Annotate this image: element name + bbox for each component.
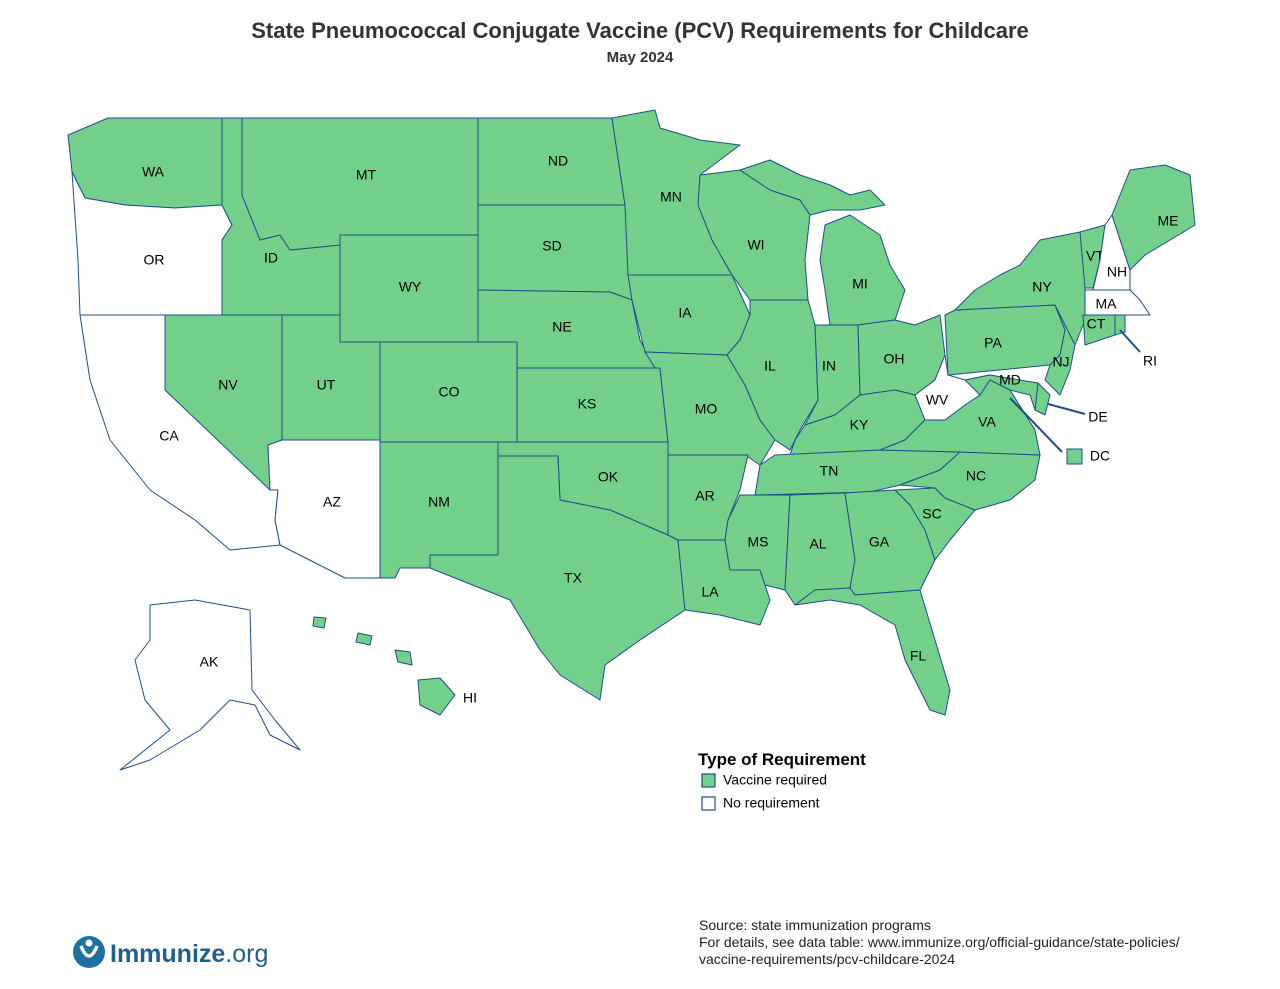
state xyxy=(1066,448,1083,465)
state-label: AL xyxy=(809,536,826,552)
state-label: FL xyxy=(910,648,927,664)
state-label: AK xyxy=(200,654,219,670)
title: State Pneumococcal Conjugate Vaccine (PC… xyxy=(251,18,1029,43)
state-label: VA xyxy=(978,414,996,430)
state-label: SC xyxy=(922,506,941,522)
state-label: PA xyxy=(984,335,1002,351)
state-label: CT xyxy=(1087,316,1106,332)
state-label: ND xyxy=(548,153,568,169)
legend-label: No requirement xyxy=(723,795,820,811)
state-label: ME xyxy=(1158,213,1179,229)
logo-icon-dot xyxy=(85,939,93,947)
state-label: SD xyxy=(542,238,561,254)
state-label: NY xyxy=(1032,279,1052,295)
state xyxy=(1111,164,1196,271)
state-label: CA xyxy=(159,428,179,444)
state-label: WV xyxy=(926,392,949,408)
state-label: MD xyxy=(999,372,1021,388)
logo-name: Immunize xyxy=(110,940,225,968)
state-label: NM xyxy=(428,494,450,510)
state-label: MA xyxy=(1096,296,1118,312)
state-label: DC xyxy=(1090,448,1110,464)
state-label: TN xyxy=(820,463,839,479)
subtitle: May 2024 xyxy=(607,49,674,66)
state-label: IA xyxy=(678,305,692,321)
state xyxy=(944,304,1066,376)
state-label: OH xyxy=(884,351,905,367)
state xyxy=(312,616,456,716)
state-label: DE xyxy=(1088,409,1107,425)
state-label: CO xyxy=(439,384,460,400)
state-label: MS xyxy=(748,534,769,550)
state-label: MT xyxy=(356,167,377,183)
state-label: WA xyxy=(142,164,165,180)
state-label: RI xyxy=(1143,353,1157,369)
state-label: OK xyxy=(598,469,619,485)
legend-swatch xyxy=(701,796,716,811)
legend-label: Vaccine required xyxy=(723,772,827,788)
state-label: NH xyxy=(1107,264,1127,280)
state xyxy=(429,455,686,701)
state-label: KY xyxy=(850,417,869,433)
logo-icon-mark xyxy=(79,945,99,958)
state-label: HI xyxy=(463,690,477,706)
legend-title: Type of Requirement xyxy=(698,750,866,769)
state-label: NE xyxy=(552,319,571,335)
state-label: WY xyxy=(399,279,422,295)
state xyxy=(964,374,1039,411)
logo-suffix: .org xyxy=(225,940,268,968)
logo-icon xyxy=(73,936,105,968)
state-label: AZ xyxy=(323,494,341,510)
leader-line xyxy=(1009,397,1063,453)
legend-swatch xyxy=(701,773,716,788)
state xyxy=(794,587,951,716)
source-line: For details, see data table: www.immuniz… xyxy=(699,934,1180,950)
state-label: OR xyxy=(144,252,165,268)
state xyxy=(899,451,1041,511)
state xyxy=(1044,304,1076,396)
leader-line xyxy=(1047,403,1086,415)
state-label: IL xyxy=(764,358,776,374)
state-label: IN xyxy=(822,358,836,374)
leader-line xyxy=(1119,329,1141,353)
state-label: TX xyxy=(564,570,583,586)
state xyxy=(119,599,301,771)
logo: Immunize.org xyxy=(73,936,268,968)
state-label: GA xyxy=(869,534,890,550)
logo-text: Immunize.org xyxy=(110,940,268,968)
state-label: UT xyxy=(317,377,336,393)
state-label: ID xyxy=(264,250,278,266)
state-label: LA xyxy=(701,584,719,600)
source-line: Source: state immunization programs xyxy=(699,917,931,933)
state-label: KS xyxy=(578,396,597,412)
state-label: NC xyxy=(966,468,986,484)
source-line: vaccine-requirements/pcv-childcare-2024 xyxy=(699,951,955,967)
state-label: NJ xyxy=(1052,354,1069,370)
state-label: MI xyxy=(852,276,868,292)
state xyxy=(241,117,479,251)
state-label: AR xyxy=(695,488,714,504)
state-label: MO xyxy=(695,401,718,417)
state-label: MN xyxy=(660,189,682,205)
state-label: NV xyxy=(218,377,238,393)
state-label: WI xyxy=(747,237,764,253)
state xyxy=(1114,314,1126,336)
